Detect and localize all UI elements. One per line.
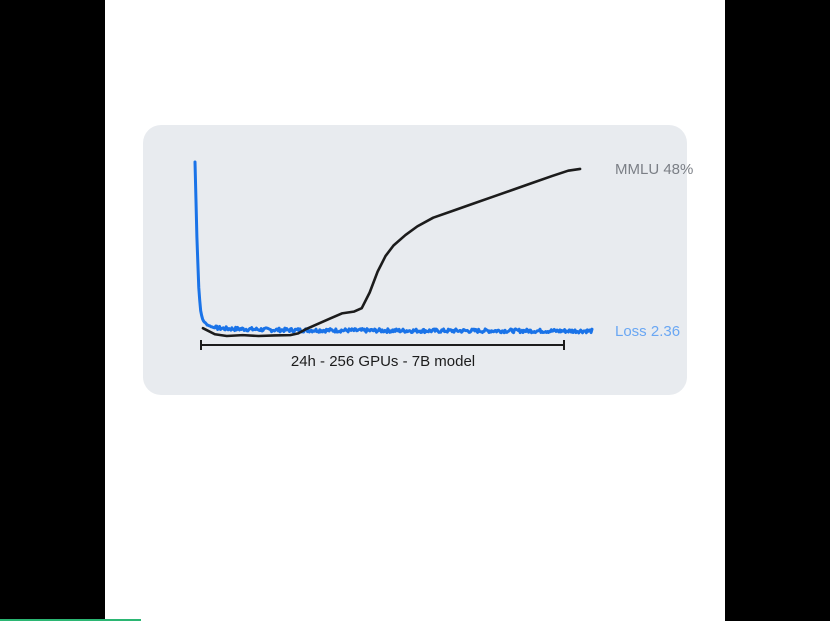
slide-canvas: 24h - 256 GPUs - 7B model Loss 2.36 MMLU … (105, 0, 725, 621)
annotation-layer: 24h - 256 GPUs - 7B model (200, 340, 565, 370)
training-chart: 24h - 256 GPUs - 7B model Loss 2.36 MMLU … (193, 160, 693, 370)
letterbox-right (725, 0, 830, 621)
letterbox-left (0, 0, 105, 621)
video-progress-bar[interactable] (0, 619, 142, 621)
label-layer: Loss 2.36 MMLU 48% (615, 161, 693, 340)
series-label-mmlu: MMLU 48% (615, 161, 693, 178)
series-layer (193, 160, 594, 338)
series-line-loss (193, 160, 594, 335)
annotation-label: 24h - 256 GPUs - 7B model (291, 353, 475, 370)
series-label-loss: Loss 2.36 (615, 323, 680, 340)
series-line-mmlu (201, 167, 582, 338)
chart-card: 24h - 256 GPUs - 7B model Loss 2.36 MMLU … (143, 125, 693, 395)
